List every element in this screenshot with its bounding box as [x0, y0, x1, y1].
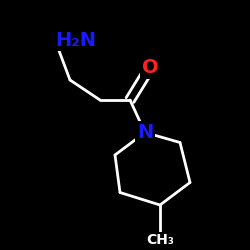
Text: H₂N: H₂N	[55, 30, 96, 50]
Text: CH₃: CH₃	[146, 233, 174, 247]
Text: O: O	[142, 58, 158, 77]
Text: N: N	[137, 123, 153, 142]
